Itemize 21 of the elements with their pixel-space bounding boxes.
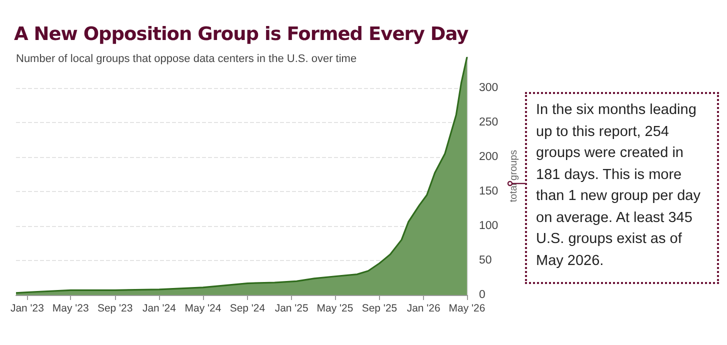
y-tick-label: 50 xyxy=(479,254,492,267)
y-tick-label: 250 xyxy=(479,116,498,129)
chart-subtitle: Number of local groups that oppose data centers in the U.S. over time xyxy=(16,53,357,65)
y-tick-label: 200 xyxy=(479,151,498,164)
x-tick-label: Sep '23 xyxy=(97,302,133,314)
x-tick-label: Jan '24 xyxy=(142,302,176,314)
chart-title: A New Opposition Group is Formed Every Day xyxy=(14,24,468,45)
x-tick-label: May '26 xyxy=(448,302,486,314)
x-tick-label: Sep '24 xyxy=(230,302,266,314)
x-tick-label: May '25 xyxy=(316,302,354,314)
y-tick-label: 150 xyxy=(479,186,498,198)
x-tick-label: Jan '26 xyxy=(406,302,441,314)
y-tick-label: 300 xyxy=(479,82,498,94)
x-tick-label: Jan '23 xyxy=(10,302,44,314)
y-tick-label: 100 xyxy=(479,220,498,232)
x-tick-label: May '24 xyxy=(184,302,222,314)
y-tick-label: 0 xyxy=(479,289,486,301)
x-tick-label: May '23 xyxy=(52,302,89,314)
text: In the six months leading up to this report, 254 groups were created in 181 days. This is more than 1 new group per day on average. At least 345 U.S. groups exist as of May 2026. xyxy=(525,92,719,284)
x-tick-label: Jan '25 xyxy=(274,302,309,314)
x-tick-label: Sep '25 xyxy=(362,302,398,314)
